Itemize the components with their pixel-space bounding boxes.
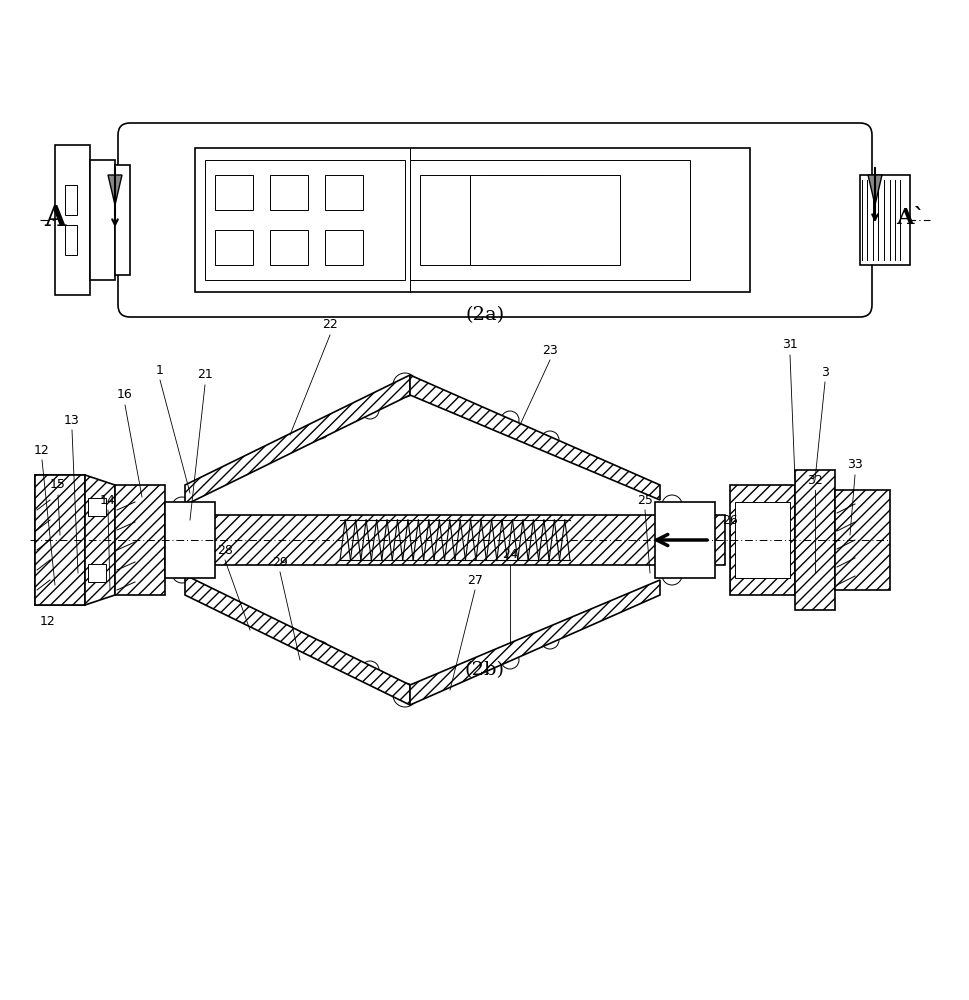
Polygon shape — [185, 575, 410, 705]
Text: 31: 31 — [782, 338, 797, 352]
Bar — [115, 165, 130, 275]
Bar — [860, 175, 910, 265]
Text: 27: 27 — [467, 574, 483, 586]
Polygon shape — [730, 485, 795, 595]
Bar — [215, 230, 253, 265]
Bar — [215, 175, 253, 210]
Text: 23: 23 — [542, 344, 558, 357]
Polygon shape — [35, 475, 85, 605]
Bar — [205, 160, 405, 280]
Bar — [270, 175, 308, 210]
Bar — [195, 148, 750, 292]
Bar — [165, 502, 215, 578]
Text: 12: 12 — [40, 615, 56, 628]
Bar — [55, 145, 90, 295]
Bar — [270, 230, 308, 265]
Bar — [835, 490, 890, 590]
Text: 26: 26 — [722, 514, 737, 526]
Polygon shape — [108, 175, 122, 205]
Polygon shape — [410, 580, 660, 705]
Bar — [490, 175, 540, 265]
Text: 25: 25 — [637, 493, 653, 506]
Text: (2a): (2a) — [465, 306, 505, 324]
Text: 12: 12 — [34, 444, 49, 456]
Bar — [65, 225, 77, 255]
Circle shape — [400, 380, 410, 390]
Text: 29: 29 — [272, 556, 288, 568]
Text: 1: 1 — [156, 363, 164, 376]
Bar — [325, 175, 363, 210]
Circle shape — [400, 690, 410, 700]
Polygon shape — [185, 375, 410, 505]
Bar — [325, 230, 363, 265]
Text: 21: 21 — [197, 368, 213, 381]
Text: 13: 13 — [64, 414, 79, 426]
Bar — [655, 502, 715, 578]
Bar — [470, 175, 620, 265]
Bar — [35, 475, 85, 605]
Text: 22: 22 — [322, 318, 338, 332]
Bar — [90, 160, 115, 280]
Bar — [735, 502, 790, 578]
Text: 24: 24 — [502, 548, 517, 562]
Bar — [88, 498, 106, 516]
Text: (2b): (2b) — [465, 661, 505, 679]
Text: 14: 14 — [100, 493, 116, 506]
Text: 15: 15 — [50, 479, 66, 491]
Text: A`: A` — [895, 207, 924, 229]
Text: 3: 3 — [821, 365, 828, 378]
Text: 16: 16 — [117, 388, 133, 401]
Text: 32: 32 — [807, 474, 823, 487]
Text: A: A — [45, 205, 66, 232]
Polygon shape — [868, 175, 882, 205]
Bar — [560, 175, 610, 265]
FancyBboxPatch shape — [118, 123, 872, 317]
Polygon shape — [85, 475, 115, 605]
Polygon shape — [795, 470, 835, 610]
Bar — [88, 564, 106, 582]
Text: 28: 28 — [217, 544, 233, 556]
Text: 33: 33 — [847, 458, 862, 472]
Bar — [165, 515, 725, 565]
Polygon shape — [410, 375, 660, 500]
Bar — [420, 175, 470, 265]
Bar — [410, 160, 690, 280]
Polygon shape — [115, 485, 165, 595]
Bar — [65, 185, 77, 215]
